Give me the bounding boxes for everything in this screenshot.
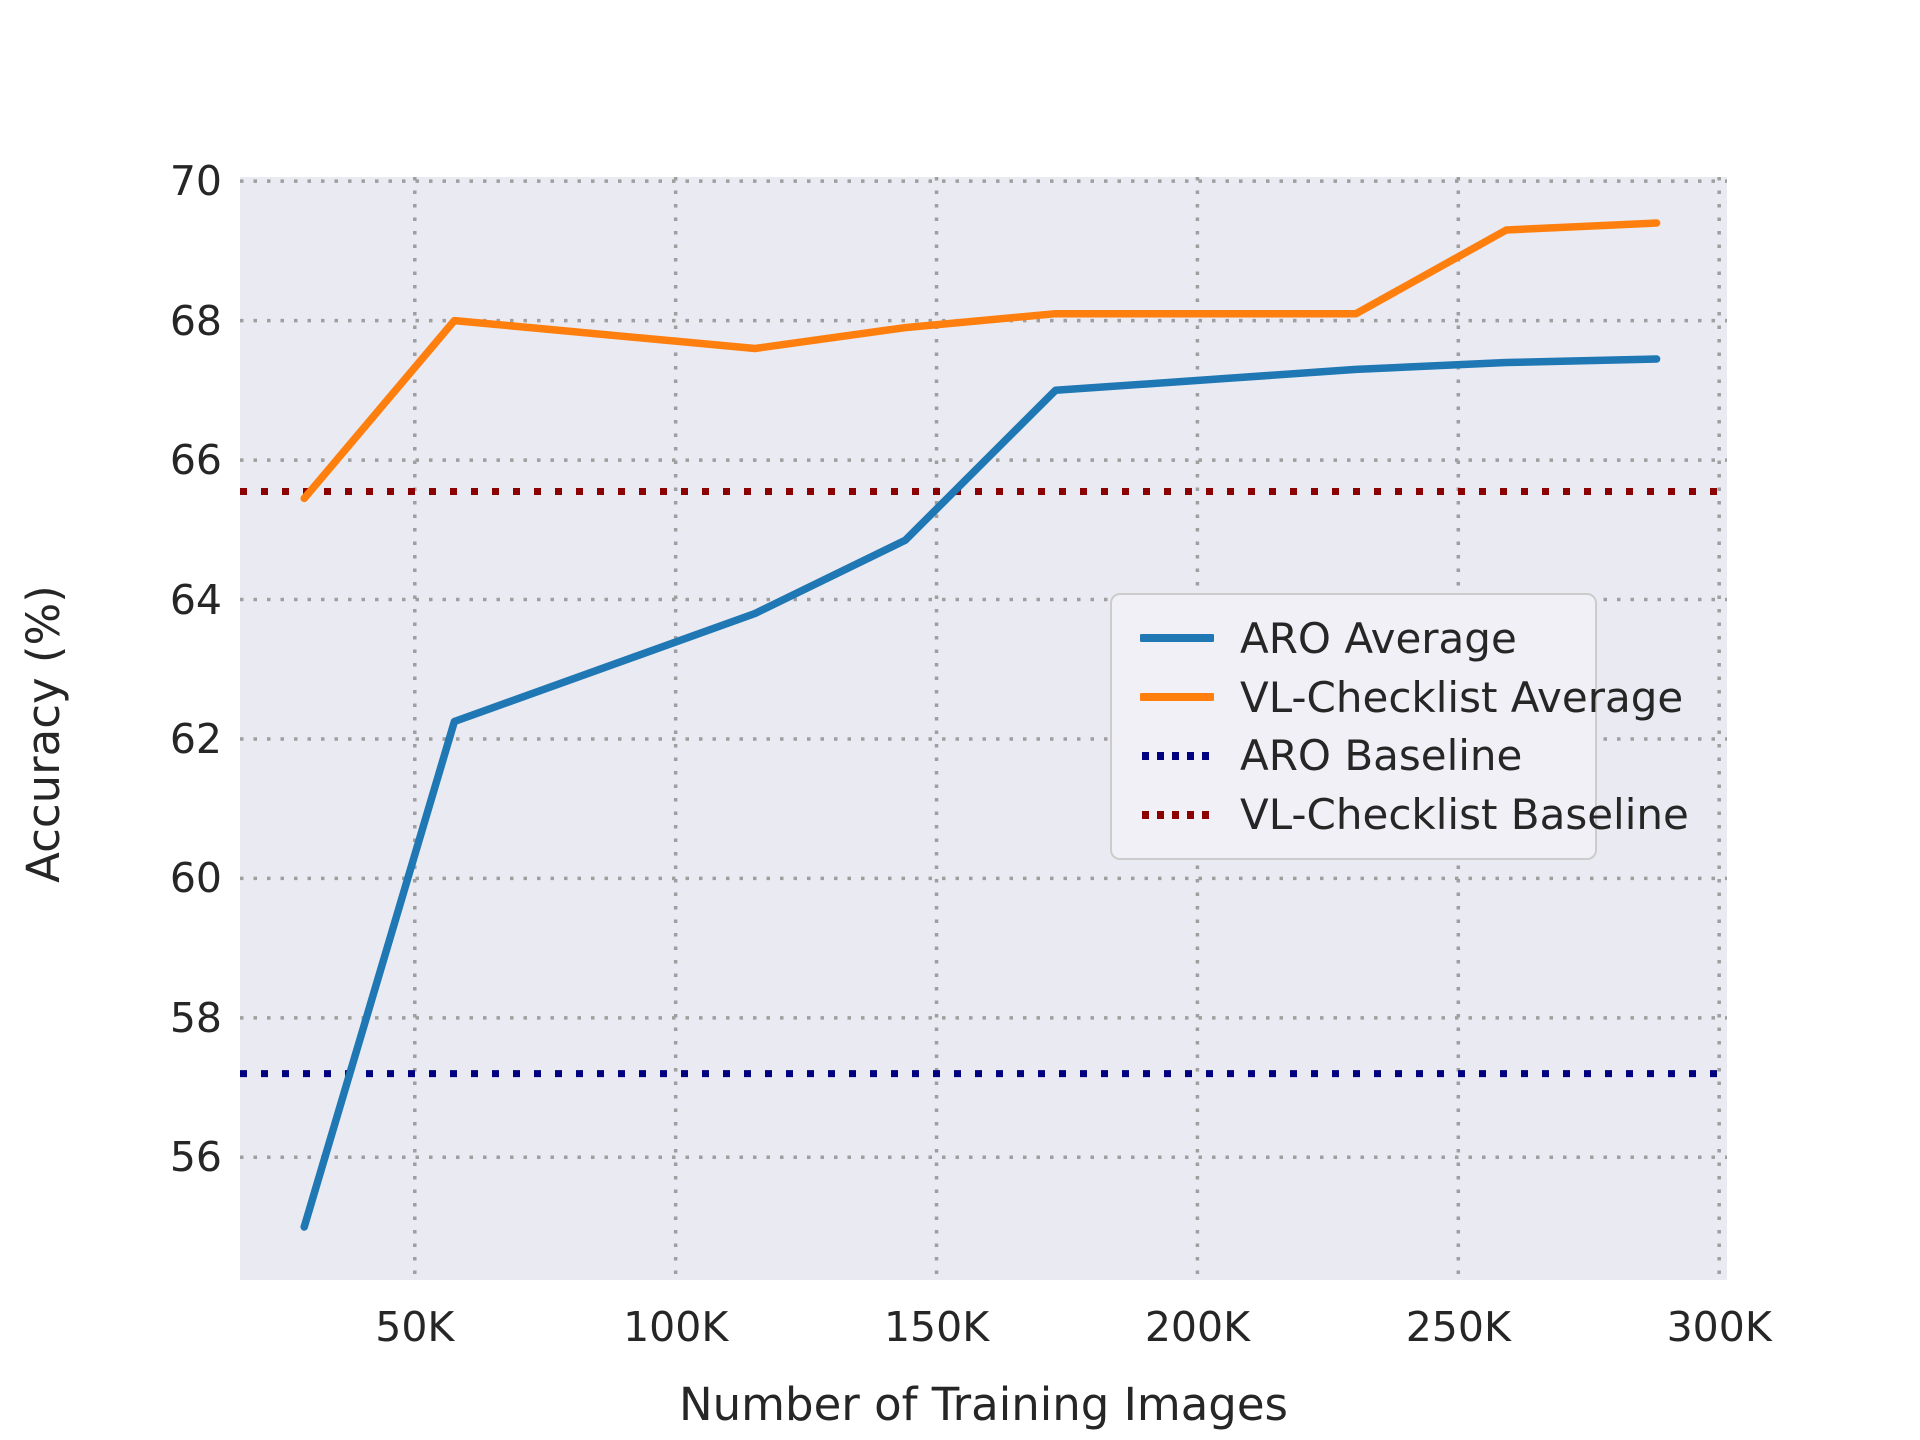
y-tick-66: 66 — [169, 436, 222, 485]
legend: ARO Average VL-Checklist Average ARO Basel… — [1110, 593, 1689, 860]
legend-item-vl-checklist-baseline: VL-Checklist Baseline — [1140, 786, 1689, 844]
legend-sample-line — [1142, 810, 1212, 819]
y-tick-62: 62 — [169, 714, 222, 763]
series-line-aro-average — [300, 355, 1661, 1231]
y-tick-68: 68 — [169, 296, 222, 345]
x-tick-50K: 50K — [375, 1303, 455, 1351]
legend-item-aro-baseline: ARO Baseline — [1140, 727, 1595, 785]
y-tick-64: 64 — [169, 575, 222, 624]
y-tick-70: 70 — [169, 157, 222, 206]
legend-sample-line — [1142, 751, 1212, 760]
series-line-vl-checklist-average — [300, 219, 1661, 503]
legend-item-aro-average: ARO Average — [1140, 609, 1595, 667]
chart-canvas — [240, 177, 1727, 1280]
legend-sample-line — [1140, 634, 1214, 643]
x-tick-150K: 150K — [883, 1303, 990, 1351]
y-axis-label: Accuracy (%) — [17, 585, 70, 883]
y-tick-60: 60 — [169, 854, 222, 903]
x-tick-100K: 100K — [623, 1303, 729, 1351]
legend-sample-line — [1140, 693, 1214, 702]
legend-label: VL-Checklist Baseline — [1240, 790, 1689, 840]
x-tick-250K: 250K — [1405, 1303, 1511, 1351]
legend-label: VL-Checklist Average — [1240, 672, 1684, 722]
x-tick-200K: 200K — [1144, 1303, 1250, 1351]
x-axis-label: Number of Training Images — [679, 1378, 1288, 1431]
legend-label: ARO Baseline — [1240, 731, 1523, 781]
y-tick-56: 56 — [169, 1133, 222, 1182]
y-tick-58: 58 — [169, 993, 222, 1042]
legend-item-vl-checklist-average: VL-Checklist Average — [1140, 668, 1683, 726]
legend-label: ARO Average — [1240, 613, 1517, 663]
x-tick-300K: 300K — [1666, 1303, 1772, 1351]
